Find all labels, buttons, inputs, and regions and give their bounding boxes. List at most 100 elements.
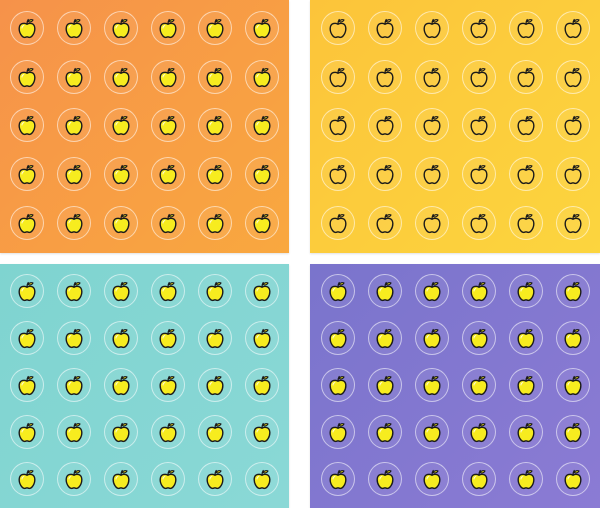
apple-sticker (150, 414, 185, 449)
apple-icon (375, 375, 394, 396)
apple-sticker (244, 157, 279, 192)
sticker-cell (98, 101, 145, 150)
sticker-cell (98, 198, 145, 247)
sticker-cell (455, 268, 502, 315)
apple-icon (206, 165, 224, 185)
apple-sticker (555, 205, 590, 240)
sticker-cell (238, 315, 285, 362)
sticker-cell (144, 4, 191, 53)
apple-icon (159, 422, 177, 442)
sticker-cell (238, 408, 285, 455)
sticker-cell (549, 268, 596, 315)
sticker-cell (502, 268, 549, 315)
apple-sticker (244, 367, 279, 402)
apple-sticker (367, 367, 402, 402)
apple-sticker (508, 321, 543, 356)
sticker-cell (549, 455, 596, 502)
apple-sticker (320, 59, 355, 94)
apple-sticker (10, 157, 45, 192)
apple-sticker (197, 367, 232, 402)
apple-sticker (10, 59, 45, 94)
apple-icon (328, 213, 347, 233)
apple-icon (422, 422, 441, 442)
sticker-cell (51, 150, 98, 199)
sticker-cell (314, 362, 361, 409)
apple-sticker (197, 274, 232, 309)
sticker-cell (191, 150, 238, 199)
apple-sticker (10, 274, 45, 309)
apple-icon (469, 19, 488, 39)
apple-icon (469, 165, 488, 185)
apple-icon (112, 116, 130, 136)
apple-sticker (197, 414, 232, 449)
apple-icon (18, 329, 36, 349)
apple-sticker (197, 205, 232, 240)
sticker-cell (238, 150, 285, 199)
apple-sticker (414, 274, 449, 309)
apple-icon (159, 213, 177, 233)
sticker-cell (4, 362, 51, 409)
apple-icon (422, 375, 441, 396)
apple-sticker (10, 367, 45, 402)
sticker-cell (238, 455, 285, 502)
apple-icon (65, 375, 83, 396)
apple-sticker (104, 108, 139, 143)
sticker-cell (4, 150, 51, 199)
apple-icon (112, 282, 130, 302)
sticker-cell (361, 101, 408, 150)
apple-icon (516, 329, 535, 349)
sticker-cell (238, 53, 285, 102)
purple-sticker-sheet (310, 264, 600, 508)
apple-icon (253, 422, 271, 442)
sticker-cell (51, 268, 98, 315)
apple-icon (206, 329, 224, 349)
apple-sticker (555, 367, 590, 402)
sticker-cell (361, 455, 408, 502)
apple-sticker (244, 59, 279, 94)
apple-icon (375, 116, 394, 136)
sticker-cell (502, 198, 549, 247)
apple-sticker (414, 205, 449, 240)
apple-icon (375, 469, 394, 489)
sticker-cell (144, 315, 191, 362)
sticker-cell (549, 4, 596, 53)
apple-icon (563, 282, 582, 302)
sticker-cell (361, 198, 408, 247)
sticker-cell (4, 268, 51, 315)
apple-sticker (414, 11, 449, 46)
sticker-cell (455, 315, 502, 362)
apple-sticker (197, 108, 232, 143)
apple-sticker (57, 157, 92, 192)
apple-icon (18, 422, 36, 442)
sticker-cell (502, 408, 549, 455)
sticker-cell (549, 198, 596, 247)
apple-sticker (150, 205, 185, 240)
apple-sticker (320, 11, 355, 46)
apple-icon (206, 282, 224, 302)
apple-sticker (414, 414, 449, 449)
apple-sticker (104, 321, 139, 356)
apple-icon (206, 422, 224, 442)
apple-icon (18, 282, 36, 302)
apple-icon (18, 116, 36, 136)
sticker-cell (502, 101, 549, 150)
sticker-cell (549, 53, 596, 102)
sticker-cell (238, 198, 285, 247)
apple-icon (112, 422, 130, 442)
apple-sticker (508, 11, 543, 46)
apple-icon (206, 19, 224, 39)
sticker-cell (455, 362, 502, 409)
apple-sticker (10, 461, 45, 496)
apple-icon (112, 67, 130, 87)
sticker-cell (191, 4, 238, 53)
sticker-cell (408, 53, 455, 102)
apple-icon (18, 67, 36, 87)
apple-icon (65, 213, 83, 233)
sticker-cell (191, 408, 238, 455)
sticker-cell (455, 150, 502, 199)
apple-sticker (367, 321, 402, 356)
apple-icon (206, 213, 224, 233)
apple-sticker (244, 274, 279, 309)
apple-sticker (461, 321, 496, 356)
apple-icon (516, 67, 535, 87)
